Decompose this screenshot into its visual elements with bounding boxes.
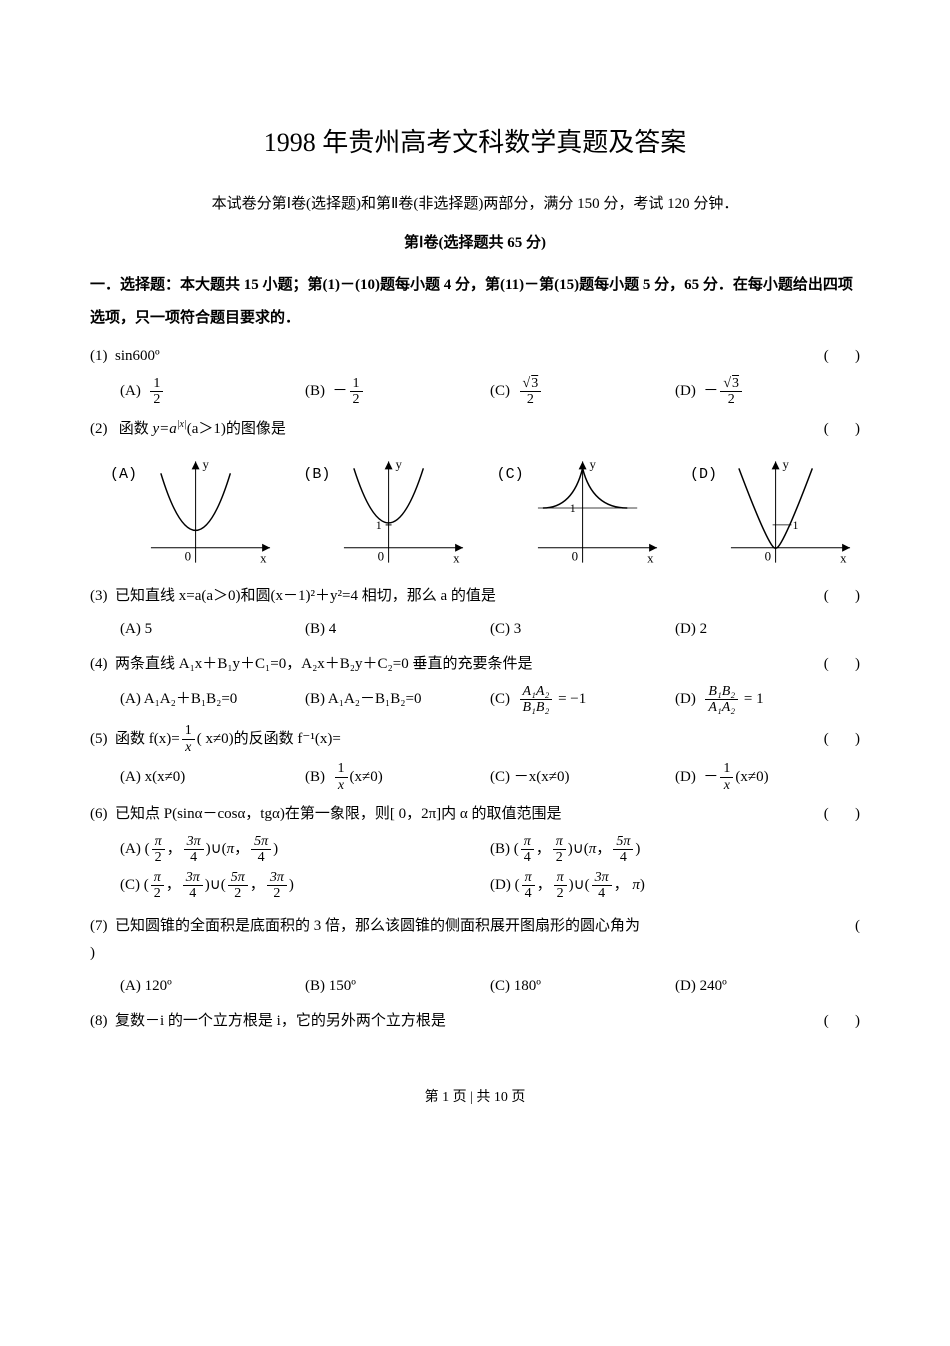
qnum: (5) — [90, 726, 108, 753]
question-8: (8) 复数－i 的一个立方根是 i，它的另外两个立方根是 ( ) — [90, 1008, 860, 1035]
graph-option-b: (B) 1 0 x y — [303, 453, 473, 573]
option-c: (C) A₁A₂B₁B₂ = −1 — [490, 684, 675, 716]
qnum: (1) — [90, 348, 108, 364]
option-b: (B) A₁A₂－B₁B₂=0 — [305, 686, 490, 713]
svg-text:x: x — [453, 551, 460, 565]
svg-text:x: x — [260, 551, 267, 565]
answer-blank: ( ) — [824, 1008, 860, 1035]
option-d: (D) B₁B₂A₁A₂ = 1 — [675, 684, 860, 716]
answer-blank: ( ) — [824, 416, 860, 443]
qnum: (7) — [90, 918, 108, 934]
option-d: (D) － √32 — [675, 376, 860, 408]
svg-text:x: x — [647, 551, 654, 565]
page-title: 1998 年贵州高考文科数学真题及答案 — [90, 120, 860, 167]
svg-text:y: y — [203, 457, 210, 471]
option-d: (D) 2 — [675, 616, 860, 643]
graph-option-d: (D) 1 0 x y — [690, 453, 860, 573]
svg-text:1: 1 — [376, 517, 382, 531]
answer-blank: ( ) — [824, 726, 860, 753]
question-1: (1) sin600º ( ) (A) 12 (B) － 12 (C) √32 … — [90, 343, 860, 408]
instructions: 一．选择题：本大题共 15 小题；第(1)－(10)题每小题 4 分，第(11)… — [90, 269, 860, 335]
section-heading: 第Ⅰ卷(选择题共 65 分) — [90, 230, 860, 257]
answer-blank-open: ( — [855, 913, 860, 940]
question-4: (4) 两条直线 A₁x＋B₁y＋C₁=0，A₂x＋B₂y＋C₂=0 垂直的充要… — [90, 651, 860, 716]
option-b: (B) － 12 — [305, 376, 490, 408]
option-c: (C) 3 — [490, 616, 675, 643]
qnum: (4) — [90, 656, 108, 672]
svg-text:y: y — [396, 457, 403, 471]
svg-text:0: 0 — [378, 549, 384, 563]
option-b: (B) 4 — [305, 616, 490, 643]
qtext: sin600º — [115, 348, 160, 364]
subtitle: 本试卷分第Ⅰ卷(选择题)和第Ⅱ卷(非选择题)两部分，满分 150 分，考试 12… — [90, 191, 860, 218]
option-d: (D) 240º — [675, 973, 860, 1000]
question-7: (7) 已知圆锥的全面积是底面积的 3 倍，那么该圆锥的侧面积展开图扇形的圆心角… — [90, 913, 860, 1000]
option-a: (A) 120º — [120, 973, 305, 1000]
graph-option-c: (C) 1 0 x y — [497, 453, 667, 573]
qnum: (3) — [90, 588, 108, 604]
page-footer: 第 1 页 | 共 10 页 — [90, 1085, 860, 1110]
svg-text:1: 1 — [569, 501, 575, 515]
qnum: (8) — [90, 1013, 108, 1029]
svg-text:1: 1 — [792, 517, 798, 531]
svg-text:x: x — [840, 551, 847, 565]
option-c: (C) √32 — [490, 376, 675, 408]
option-b: (B) 150º — [305, 973, 490, 1000]
svg-text:0: 0 — [571, 549, 577, 563]
answer-blank: ( ) — [824, 801, 860, 828]
answer-blank: ( ) — [824, 583, 860, 610]
svg-text:y: y — [783, 457, 790, 471]
answer-blank: ( ) — [824, 651, 860, 678]
qnum: (6) — [90, 806, 108, 822]
option-c: (C) ( π2 ， 3π4 )∪( 5π2 ， 3π2 ) — [120, 870, 490, 902]
option-b: (B) 1x (x≠0) — [305, 761, 490, 793]
option-b: (B) ( π4 ， π2 )∪( π ， 5π4 ) — [490, 834, 860, 866]
option-a: (A) ( π2 ， 3π4 )∪( π ， 5π4 ) — [120, 834, 490, 866]
option-d: (D) － 1x (x≠0) — [675, 761, 860, 793]
qnum: (2) — [90, 421, 108, 437]
option-a: (A) A₁A₂＋B₁B₂=0 — [120, 686, 305, 713]
option-d: (D) ( π4 ， π2 )∪( 3π4 ， π ) — [490, 870, 860, 902]
option-c: (C) 180º — [490, 973, 675, 1000]
graph-option-a: (A) 0 x y — [110, 453, 280, 573]
question-5: (5) 函数 f(x)= 1x ( x≠0)的反函数 f⁻¹(x)= ( ) (… — [90, 723, 860, 793]
question-6: (6) 已知点 P(sinα－cosα，tgα)在第一象限，则[ 0，2π]内 … — [90, 801, 860, 906]
option-c: (C) －x(x≠0) — [490, 761, 675, 793]
question-3: (3) 已知直线 x=a(a＞0)和圆(x－1)²＋y²=4 相切，那么 a 的… — [90, 583, 860, 643]
svg-text:0: 0 — [185, 549, 191, 563]
option-a: (A) 5 — [120, 616, 305, 643]
svg-text:0: 0 — [765, 549, 771, 563]
answer-blank: ( ) — [824, 343, 860, 370]
option-a: (A) x(x≠0) — [120, 761, 305, 793]
question-2: (2) 函数 y=a|x|(a＞1)的图像是 ( ) (A) 0 x y (B) — [90, 416, 860, 573]
svg-text:y: y — [589, 457, 596, 471]
option-a: (A) 12 — [120, 376, 305, 408]
